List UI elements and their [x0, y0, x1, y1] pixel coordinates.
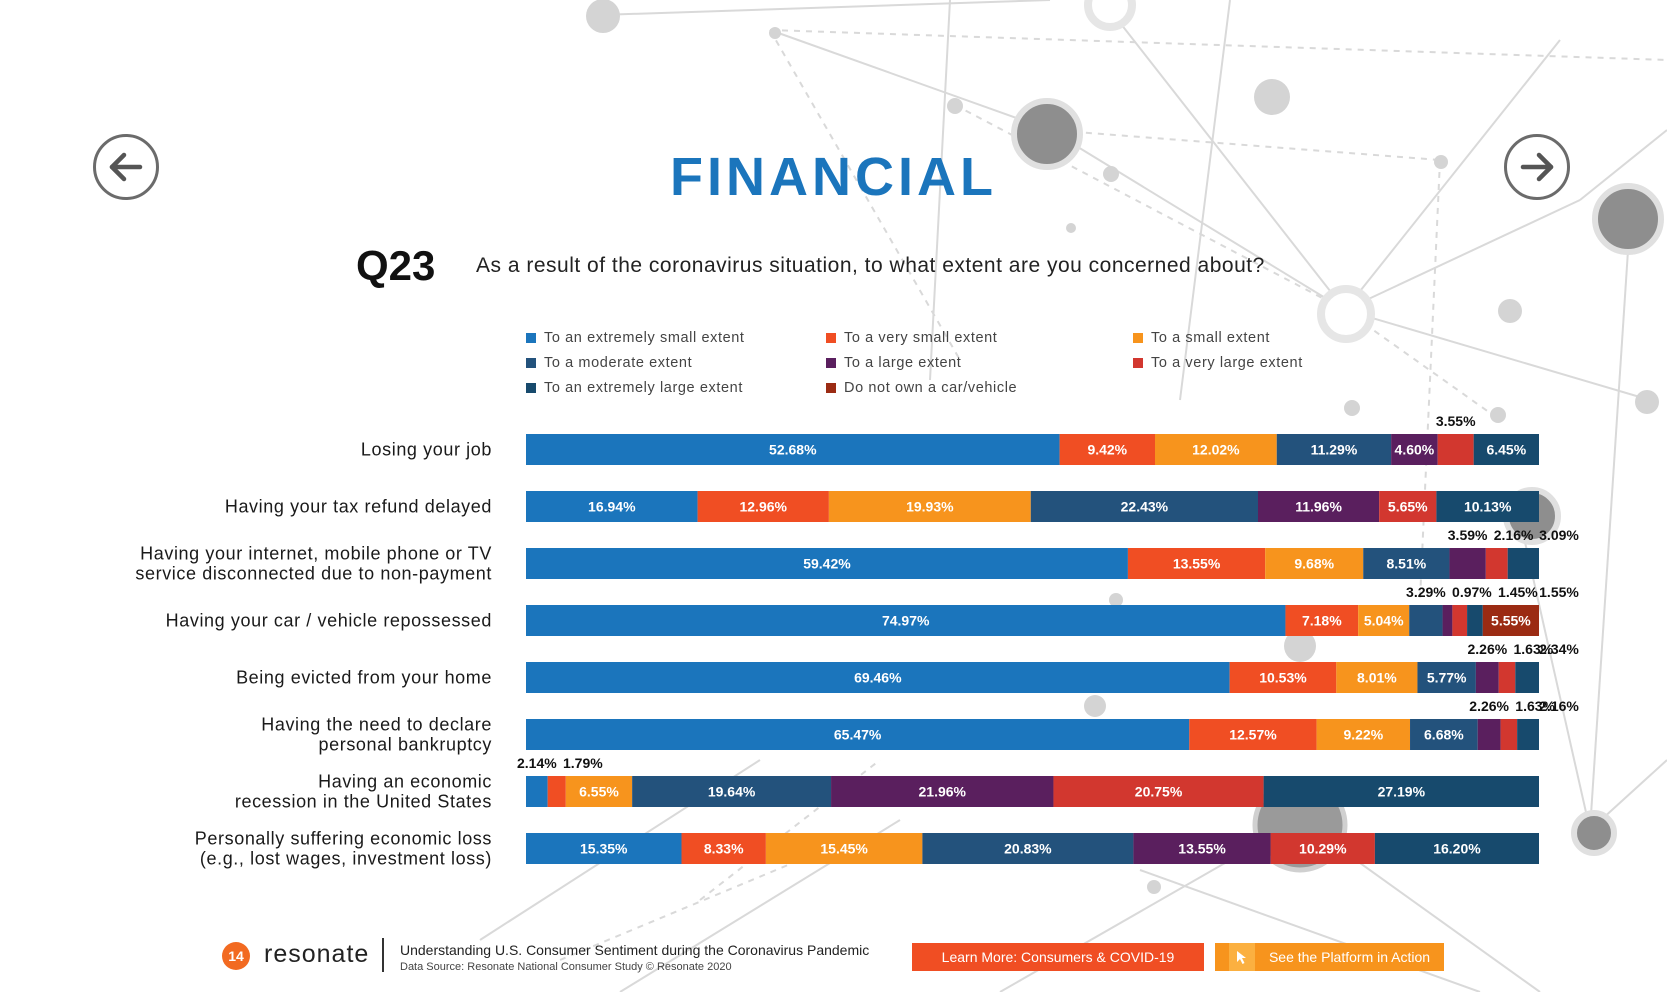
resonate-logo: resonate [264, 940, 370, 968]
legend-swatch [826, 358, 836, 368]
legend-item: Do not own a car/vehicle [826, 380, 1017, 396]
legend-label: To a large extent [844, 355, 962, 371]
question-number: Q23 [356, 242, 436, 289]
legend-item: To a moderate extent [526, 355, 692, 371]
next-page-button[interactable] [1504, 134, 1570, 200]
legend-label: To a very small extent [844, 330, 998, 346]
legend-swatch [1133, 358, 1143, 368]
page-title: FINANCIAL [670, 147, 997, 207]
legend-label: To a very large extent [1151, 355, 1303, 371]
arrow-left-icon [109, 152, 143, 182]
legend-swatch [526, 383, 536, 393]
footer-report-title: Understanding U.S. Consumer Sentiment du… [400, 942, 870, 958]
legend-item: To an extremely large extent [526, 380, 743, 396]
legend-swatch [826, 333, 836, 343]
previous-page-button[interactable] [93, 134, 159, 200]
see-platform-label: See the Platform in Action [1268, 949, 1431, 965]
legend-label: To an extremely large extent [544, 380, 743, 396]
footer-divider [382, 938, 384, 972]
legend-label: To an extremely small extent [544, 330, 745, 346]
see-platform-button[interactable]: See the Platform in Action [1215, 943, 1444, 971]
legend-label: To a moderate extent [544, 355, 693, 371]
chart-legend: To an extremely small extent To a very sm… [526, 330, 1346, 410]
legend-item: To a very large extent [1133, 355, 1303, 371]
arrow-right-icon [1520, 152, 1554, 182]
footer-data-source: Data Source: Resonate National Consumer … [400, 961, 732, 973]
legend-item: To a large extent [826, 355, 961, 371]
legend-swatch [1133, 333, 1143, 343]
legend-label: To a small extent [1151, 330, 1270, 346]
learn-more-button[interactable]: Learn More: Consumers & COVID-19 [912, 943, 1204, 971]
legend-swatch [826, 383, 836, 393]
pointer-icon [1228, 943, 1255, 971]
legend-item: To a very small extent [826, 330, 997, 346]
question-text: As a result of the coronavirus situation… [476, 254, 1265, 277]
page-number-badge: 14 [222, 942, 250, 970]
learn-more-label: Learn More: Consumers & COVID-19 [941, 949, 1175, 965]
legend-item: To a small extent [1133, 330, 1270, 346]
legend-swatch [526, 358, 536, 368]
legend-item: To an extremely small extent [526, 330, 745, 346]
legend-swatch [526, 333, 536, 343]
legend-label: Do not own a car/vehicle [844, 380, 1018, 396]
